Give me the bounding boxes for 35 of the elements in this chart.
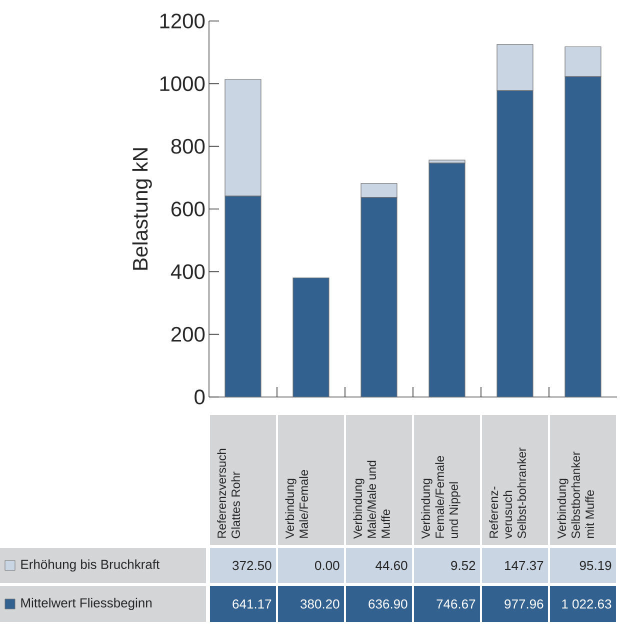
y-tick-label: 1200 — [160, 14, 205, 28]
y-tick-label: 600 — [171, 202, 205, 216]
data-label: 0.00 — [314, 560, 340, 570]
y-tick-label: 800 — [171, 138, 205, 154]
data-label: 380.20 — [300, 599, 340, 609]
legend-label: Mittelwert Fliessbeginn — [21, 598, 152, 610]
data-label: 977.96 — [504, 599, 544, 609]
bar — [292, 278, 330, 397]
x-tick-label: Referenzversuch Glattes Rohr — [217, 448, 240, 538]
data-label: 641.17 — [232, 599, 272, 609]
bar — [360, 197, 398, 397]
bar — [496, 90, 534, 397]
bar — [224, 196, 262, 397]
data-label: 636.90 — [368, 599, 408, 609]
bar — [428, 162, 466, 397]
bar — [564, 76, 602, 397]
y-tick-label: 1000 — [160, 76, 205, 92]
y-tick-label: 400 — [170, 264, 205, 280]
legend-label: Erhöhung bis Bruchkraft — [21, 559, 160, 572]
x-tick-label: Verbindung Male/Male und Muffe — [353, 460, 390, 539]
data-label: 746.67 — [436, 599, 476, 609]
data-label: 372.50 — [232, 560, 272, 570]
x-tick-label: Referenz-verusuch Selbst-bohranker — [489, 448, 526, 539]
y-tick-label: 200 — [171, 326, 205, 342]
data-label: 95.19 — [580, 560, 612, 570]
data-label: 147.37 — [505, 560, 544, 570]
data-label: 9.52 — [451, 560, 476, 570]
x-tick-label: Verbindung Female/Female und Nippel — [421, 456, 460, 539]
y-tick-label: 0 — [194, 390, 205, 404]
data-label: 44.60 — [376, 560, 408, 570]
y-axis-title: Belastung kN — [132, 148, 152, 270]
x-tick-label: Verbindung Male/Female — [285, 470, 308, 539]
data-label: 1 022.63 — [562, 599, 612, 609]
x-tick-label: Verbindung Selbstborhanker mit Muffe — [557, 452, 594, 539]
bar — [360, 183, 398, 198]
